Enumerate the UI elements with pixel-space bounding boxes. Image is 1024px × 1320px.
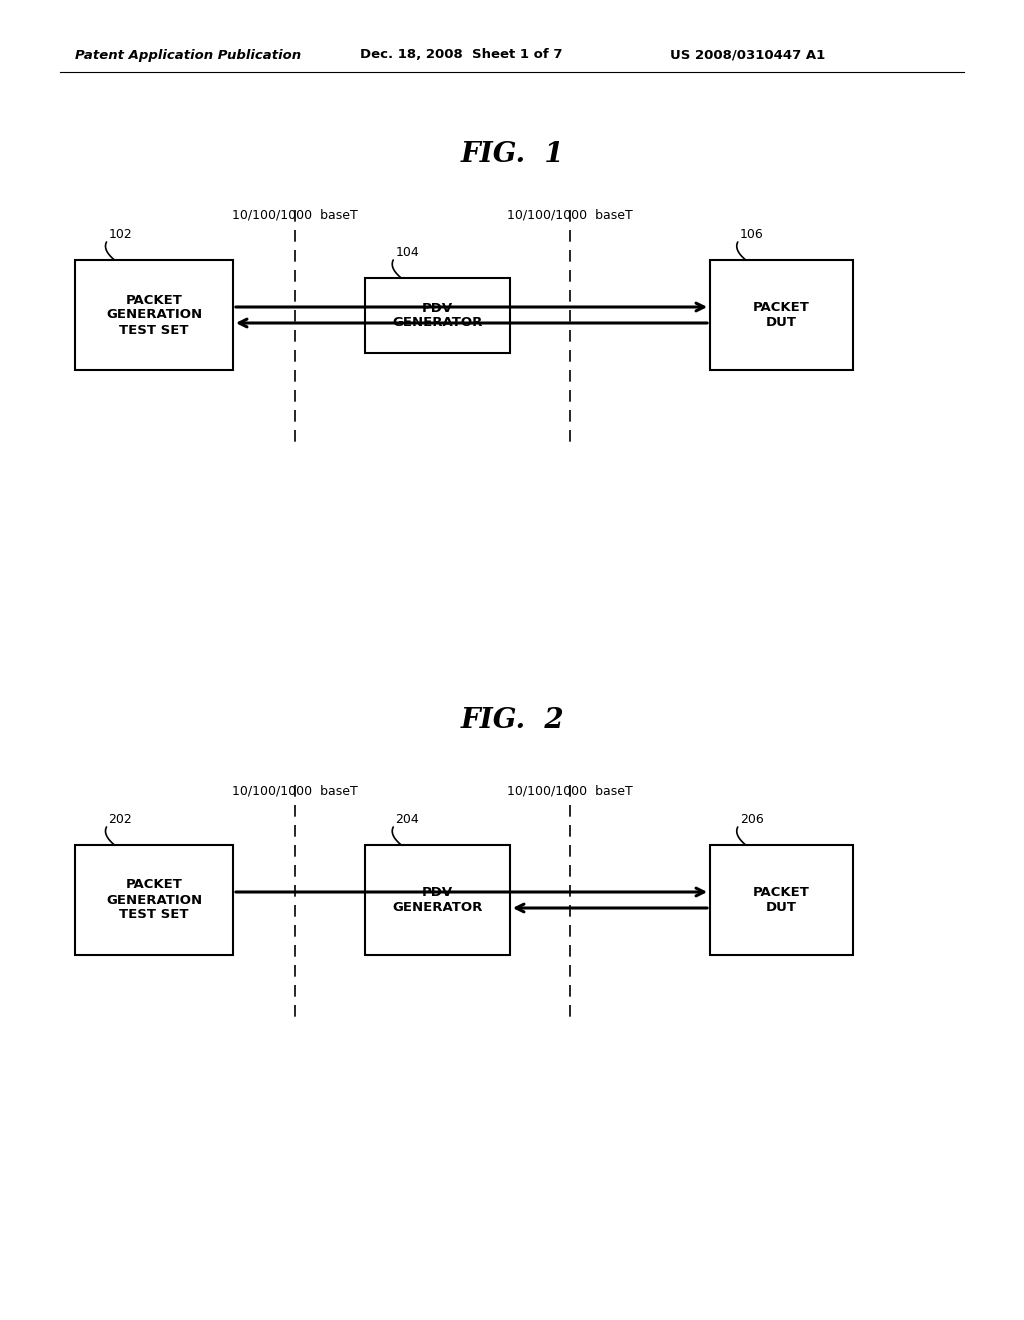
Text: 204: 204 — [395, 813, 419, 826]
Text: FIG.  1: FIG. 1 — [460, 141, 564, 169]
Text: 206: 206 — [739, 813, 764, 826]
Bar — [710, 260, 853, 370]
Text: 106: 106 — [739, 228, 764, 242]
Bar — [75, 845, 233, 954]
Text: 10/100/1000  baseT: 10/100/1000 baseT — [232, 784, 357, 797]
Text: 10/100/1000  baseT: 10/100/1000 baseT — [507, 209, 633, 222]
Text: FIG.  2: FIG. 2 — [460, 706, 564, 734]
Text: PACKET
GENERATION
TEST SET: PACKET GENERATION TEST SET — [105, 879, 202, 921]
Text: 10/100/1000  baseT: 10/100/1000 baseT — [232, 209, 357, 222]
Text: PDV
GENERATOR: PDV GENERATOR — [392, 301, 482, 330]
Text: Patent Application Publication: Patent Application Publication — [75, 49, 301, 62]
Text: Dec. 18, 2008  Sheet 1 of 7: Dec. 18, 2008 Sheet 1 of 7 — [360, 49, 562, 62]
Bar — [75, 260, 233, 370]
Bar — [365, 279, 510, 352]
Bar — [365, 845, 510, 954]
Text: PDV
GENERATOR: PDV GENERATOR — [392, 886, 482, 913]
Text: 10/100/1000  baseT: 10/100/1000 baseT — [507, 784, 633, 797]
Text: 104: 104 — [395, 246, 419, 259]
Text: PACKET
DUT: PACKET DUT — [753, 886, 810, 913]
Bar — [710, 845, 853, 954]
Text: 202: 202 — [109, 813, 132, 826]
Text: PACKET
DUT: PACKET DUT — [753, 301, 810, 329]
Text: PACKET
GENERATION
TEST SET: PACKET GENERATION TEST SET — [105, 293, 202, 337]
Text: US 2008/0310447 A1: US 2008/0310447 A1 — [670, 49, 825, 62]
Text: 102: 102 — [109, 228, 132, 242]
